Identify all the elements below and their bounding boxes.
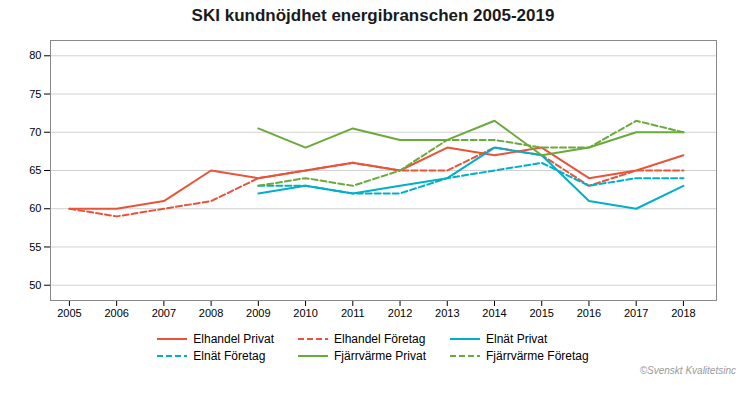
svg-text:2011: 2011 <box>341 307 365 319</box>
svg-text:2005: 2005 <box>57 307 81 319</box>
svg-text:2009: 2009 <box>246 307 270 319</box>
html-text:Elnät Privat: Elnät Privat <box>486 332 548 346</box>
html-text:SKI kundnöjdhet energibransche: SKI kundnöjdhet energibranschen 2005-201… <box>191 6 555 25</box>
svg-text:80: 80 <box>29 49 41 61</box>
svg-text:2008: 2008 <box>199 307 223 319</box>
html-text:©Svenskt Kvalitetsinc: ©Svenskt Kvalitetsinc <box>639 365 736 376</box>
svg-text:2016: 2016 <box>577 307 601 319</box>
svg-text:65: 65 <box>29 164 41 176</box>
html-text:Elnät Företag: Elnät Företag <box>193 349 266 363</box>
html-text:Elhandel Företag: Elhandel Företag <box>334 332 426 346</box>
svg-text:2013: 2013 <box>435 307 459 319</box>
svg-text:50: 50 <box>29 279 41 291</box>
svg-text:2017: 2017 <box>624 307 648 319</box>
svg-text:55: 55 <box>29 240 41 252</box>
svg-text:2015: 2015 <box>529 307 553 319</box>
svg-text:2006: 2006 <box>104 307 128 319</box>
svg-text:2014: 2014 <box>482 307 506 319</box>
svg-text:2010: 2010 <box>293 307 317 319</box>
svg-text:60: 60 <box>29 202 41 214</box>
html-text:Fjärrvärme Privat: Fjärrvärme Privat <box>334 349 426 363</box>
svg-text:2018: 2018 <box>671 307 695 319</box>
svg-text:2012: 2012 <box>388 307 412 319</box>
html-text:Elhandel Privat: Elhandel Privat <box>193 332 274 346</box>
svg-text:2007: 2007 <box>152 307 176 319</box>
svg-text:70: 70 <box>29 126 41 138</box>
svg-text:75: 75 <box>29 88 41 100</box>
html-text:Fjärrvärme Företag: Fjärrvärme Företag <box>486 349 589 363</box>
